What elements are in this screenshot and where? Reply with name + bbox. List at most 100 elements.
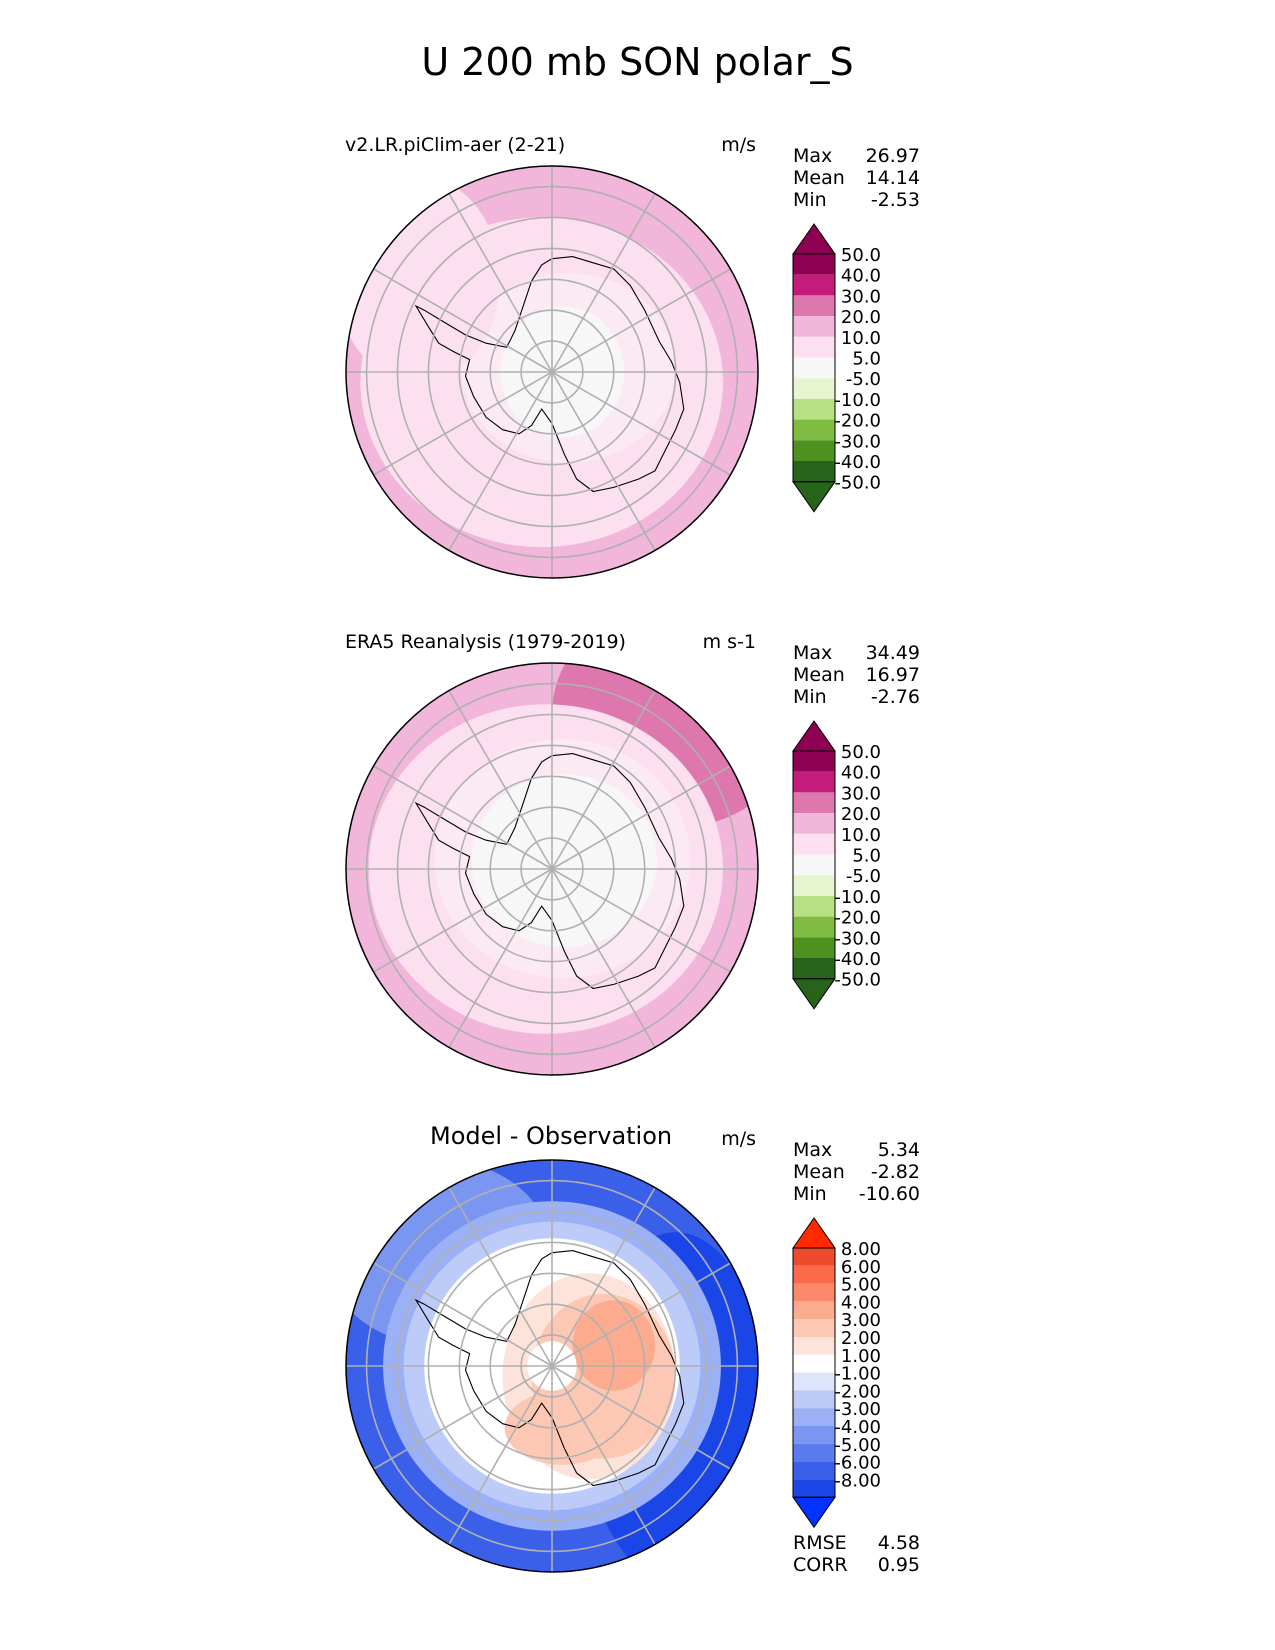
colorbar-segment-1 [793,1248,835,1266]
map-panel-2 [345,662,759,1076]
colorbar-segment-7 [793,1354,835,1373]
panel-3-min-value: -10.60 [858,1183,920,1205]
colorbar-tick-label: 10.0 [841,825,881,846]
colorbar-segment-1 [793,751,835,772]
colorbar-segment-12 [793,1443,835,1462]
colorbar-segment-11 [793,958,835,979]
meridian-120 [551,371,731,476]
meridian-60 [551,765,731,870]
colorbar-extend-bottom [792,978,836,1010]
panel-3-mean-label: Mean [793,1161,845,1183]
panel-3-min-label: Min [793,1183,827,1205]
meridian-210 [448,868,553,1048]
colorbar-tick-label: -40.0 [834,949,881,970]
colorbar-tick-label: -5.0 [846,369,881,390]
colorbar-segment-8 [793,1372,835,1391]
colorbar-tick-label: -10.0 [834,887,881,908]
colorbar-3: 8.006.005.004.003.002.001.00-1.00-2.00-3… [792,1217,881,1529]
panel-1-units: m/s [721,134,756,156]
colorbar-segment-2 [793,1265,835,1284]
meridian-210 [448,1365,553,1545]
panel-3-rmse-label: RMSE [793,1532,847,1554]
meridian-120 [551,868,731,973]
colorbar-segment-4 [793,813,835,834]
colorbar-tick-label: 40.0 [841,266,881,287]
colorbar-tick-label: -30.0 [834,431,881,452]
colorbar-segment-9 [793,1390,835,1409]
meridian-60 [551,268,731,373]
colorbar-tick-label: 40.0 [841,763,881,784]
colorbar-tick-label: 30.0 [841,286,881,307]
panel-2-max-label: Max [793,642,833,664]
colorbar-tick-label: -40.0 [834,452,881,473]
panel-2-units: m s-1 [702,631,756,653]
panel-2-min-label: Min [793,686,827,708]
meridian-240 [373,371,553,476]
colorbar-frame [792,750,836,980]
colorbar-segment-13 [793,1461,835,1480]
panel-1-mean-label: Mean [793,167,845,189]
meridian-210 [448,371,553,551]
colorbar-segment-6 [793,854,835,876]
meridian-240 [373,868,553,973]
panel-2-title: ERA5 Reanalysis (1979-2019) [345,631,626,653]
colorbar-tick-label: 20.0 [841,307,881,328]
colorbar-frame [792,1247,836,1498]
colorbar-segment-8 [793,398,835,420]
meridian-330 [448,1187,553,1367]
meridian-300 [373,1262,553,1367]
colorbar-tick-label: 20.0 [841,804,881,825]
colorbar-tick-label: 6.00 [841,1257,881,1278]
colorbar-segment-10 [793,937,835,958]
colorbar-tick-label: -6.00 [834,1453,881,1474]
colorbar-extend-top [792,223,836,255]
colorbar-frame [792,253,836,483]
colorbar-segment-7 [793,875,835,896]
panel-1-min-label: Min [793,189,827,211]
colorbar-tick-label: 10.0 [841,328,881,349]
colorbar-tick-label: -20.0 [834,411,881,432]
colorbar-tick-label: -30.0 [834,928,881,949]
panel-3-units: m/s [721,1128,756,1150]
field-contour-10 [504,1390,620,1465]
colorbar-segment-3 [793,792,835,814]
panel-1-min-value: -2.53 [870,189,920,211]
meridian-150 [551,1365,656,1545]
colorbar-tick-label: 5.0 [852,846,881,867]
panel-3-title: Model - Observation [430,1122,673,1150]
meridian-150 [551,371,656,551]
colorbar-segment-1 [793,254,835,275]
meridian-30 [551,193,656,373]
map-field [346,166,758,578]
figure-title: U 200 mb SON polar_S [421,40,854,84]
panel-2-mean-value: 16.97 [865,664,920,686]
colorbar-extend-top [792,720,836,752]
colorbar-tick-label: 8.00 [841,1239,881,1260]
colorbar-tick-label: 50.0 [841,742,881,763]
colorbar-tick-label: -20.0 [834,908,881,929]
meridian-60 [551,1262,731,1367]
colorbar-extend-bottom [792,1496,836,1529]
colorbar-segment-14 [793,1479,835,1498]
colorbar-segment-7 [793,378,835,399]
map-boundary [345,662,759,1076]
colorbar-tick-label: -10.0 [834,390,881,411]
map-boundary [345,1159,759,1573]
panel-2-mean-label: Mean [793,664,845,686]
colorbar-tick-label: 5.00 [841,1275,881,1296]
panel-1-max-label: Max [793,145,833,167]
map-field [346,1160,758,1572]
colorbar-tick-label: -2.00 [834,1381,881,1402]
colorbar-tick-label: -4.00 [834,1417,881,1438]
meridian-240 [373,1365,553,1470]
colorbar-tick-label: -50.0 [834,473,881,494]
panel-2-min-value: -2.76 [870,686,920,708]
colorbar-tick-label: 30.0 [841,783,881,804]
colorbar-segment-4 [793,316,835,337]
meridian-30 [551,1187,656,1367]
colorbar-extend-top [792,1217,836,1249]
panel-3-max-value: 5.34 [877,1139,920,1161]
colorbar-tick-label: 5.0 [852,349,881,370]
colorbar-tick-label: 3.00 [841,1310,881,1331]
colorbar-tick-label: 4.00 [841,1292,881,1313]
